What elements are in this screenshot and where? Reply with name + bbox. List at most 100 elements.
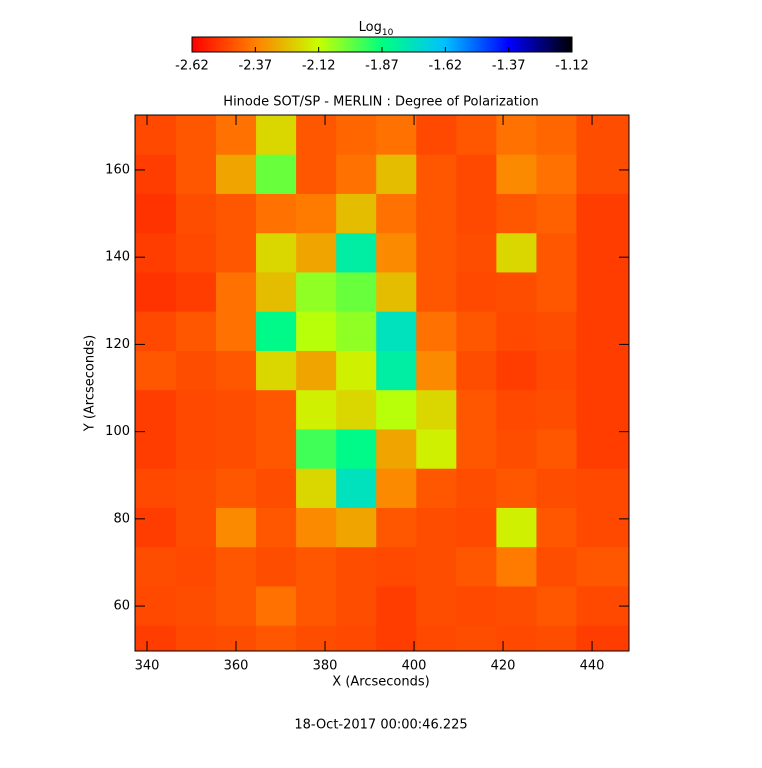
heatmap-cell <box>336 625 377 652</box>
y-tick-label: 60 <box>113 599 130 614</box>
heatmap-cell <box>496 350 537 391</box>
heatmap-cell <box>496 625 537 652</box>
heatmap-cell <box>416 311 457 352</box>
heatmap-cell <box>296 350 337 391</box>
heatmap-cell <box>536 625 577 652</box>
heatmap-cell <box>376 154 417 195</box>
heatmap-cell <box>536 311 577 352</box>
heatmap-cell <box>215 154 257 195</box>
heatmap-cell <box>576 350 630 391</box>
heatmap-cell <box>576 272 630 313</box>
heatmap-cell <box>296 390 337 430</box>
heatmap-cell <box>336 547 377 587</box>
heatmap-cell <box>215 350 257 391</box>
heatmap-cell <box>376 193 417 234</box>
heatmap-cell <box>175 429 217 470</box>
heatmap-cell <box>576 390 630 430</box>
heatmap-cell <box>336 390 377 430</box>
x-axis-label: X (Arcseconds) <box>332 675 429 690</box>
heatmap-cell <box>256 468 297 509</box>
heatmap-cell <box>135 625 177 652</box>
y-tick-label: 80 <box>113 511 130 526</box>
colorbar-label: Log10 <box>359 20 394 38</box>
heatmap-cell <box>536 468 577 509</box>
heatmap-cell <box>296 507 337 548</box>
heatmap-cell <box>175 154 217 195</box>
heatmap-cell <box>576 154 630 195</box>
heatmap-cell <box>576 507 630 548</box>
heatmap-cell <box>576 625 630 652</box>
heatmap-cell <box>175 311 217 352</box>
heatmap-cell <box>175 390 217 430</box>
heatmap-cell <box>215 193 257 234</box>
heatmap-cell <box>175 507 217 548</box>
heatmap-cell <box>376 547 417 587</box>
x-tick-label: 360 <box>224 659 249 674</box>
heatmap-cell <box>336 586 377 627</box>
y-tick-label: 100 <box>105 424 130 439</box>
footer: 18-Oct-2017 00:00:46.225 <box>294 718 467 733</box>
heatmap-cell <box>336 115 377 156</box>
heatmap-cell <box>135 390 177 430</box>
heatmap-cell <box>135 468 177 509</box>
heatmap-cell <box>536 154 577 195</box>
heatmap-cell <box>496 193 537 234</box>
heatmap-cell <box>336 154 377 195</box>
heatmap-cell <box>536 429 577 470</box>
heatmap-cell <box>496 272 537 313</box>
heatmap-cell <box>135 154 177 195</box>
colorbar-tick-label: -1.37 <box>492 59 526 74</box>
chart-title: Hinode SOT/SP - MERLIN : Degree of Polar… <box>223 95 538 110</box>
heatmap-cell <box>256 233 297 273</box>
heatmap-cell <box>135 193 177 234</box>
heatmap-cell <box>416 272 457 313</box>
heatmap-cell <box>376 625 417 652</box>
heatmap-cell <box>456 115 497 156</box>
heatmap-cell <box>416 468 457 509</box>
x-tick-label: 420 <box>491 659 516 674</box>
heatmap-cell <box>376 272 417 313</box>
heatmap-cell <box>296 115 337 156</box>
heatmap-cell <box>296 468 337 509</box>
heatmap-cell <box>496 154 537 195</box>
heatmap-cell <box>536 350 577 391</box>
heatmap-cell <box>135 272 177 313</box>
heatmap-cell <box>416 586 457 627</box>
heatmap-cell <box>336 193 377 234</box>
heatmap-cell <box>175 468 217 509</box>
heatmap-cell <box>536 507 577 548</box>
heatmap-cell <box>416 507 457 548</box>
heatmap-cell <box>215 468 257 509</box>
heatmap-cell <box>536 233 577 273</box>
heatmap-cell <box>135 233 177 273</box>
heatmap-cell <box>456 233 497 273</box>
heatmap-cell <box>296 429 337 470</box>
heatmap-cell <box>456 507 497 548</box>
heatmap-cell <box>456 547 497 587</box>
heatmap-cell <box>215 311 257 352</box>
heatmap-cell <box>175 272 217 313</box>
heatmap-cell <box>416 154 457 195</box>
colorbar-tick-label: -1.12 <box>555 59 589 74</box>
heatmap-cell <box>416 193 457 234</box>
colorbar-label-sub: 10 <box>382 28 394 38</box>
heatmap-cell <box>496 586 537 627</box>
heatmap-cell <box>135 311 177 352</box>
heatmap-cell <box>256 154 297 195</box>
heatmap-cell <box>376 468 417 509</box>
heatmap-cell <box>536 586 577 627</box>
heatmap-cell <box>296 233 337 273</box>
heatmap-cell <box>175 586 217 627</box>
heatmap-cell <box>256 272 297 313</box>
heatmap-cell <box>456 390 497 430</box>
colorbar-tick-label: -2.62 <box>175 59 209 74</box>
heatmap-cell <box>175 625 217 652</box>
heatmap-cell <box>456 154 497 195</box>
y-axis-label: Y (Arcseconds) <box>83 335 98 432</box>
y-tick-label: 160 <box>105 162 130 177</box>
heatmap-cell <box>336 311 377 352</box>
colorbar-tick-label: -1.87 <box>365 59 399 74</box>
y-tick-label: 140 <box>105 250 130 265</box>
plot-frame <box>134 114 630 652</box>
heatmap-cell <box>296 193 337 234</box>
